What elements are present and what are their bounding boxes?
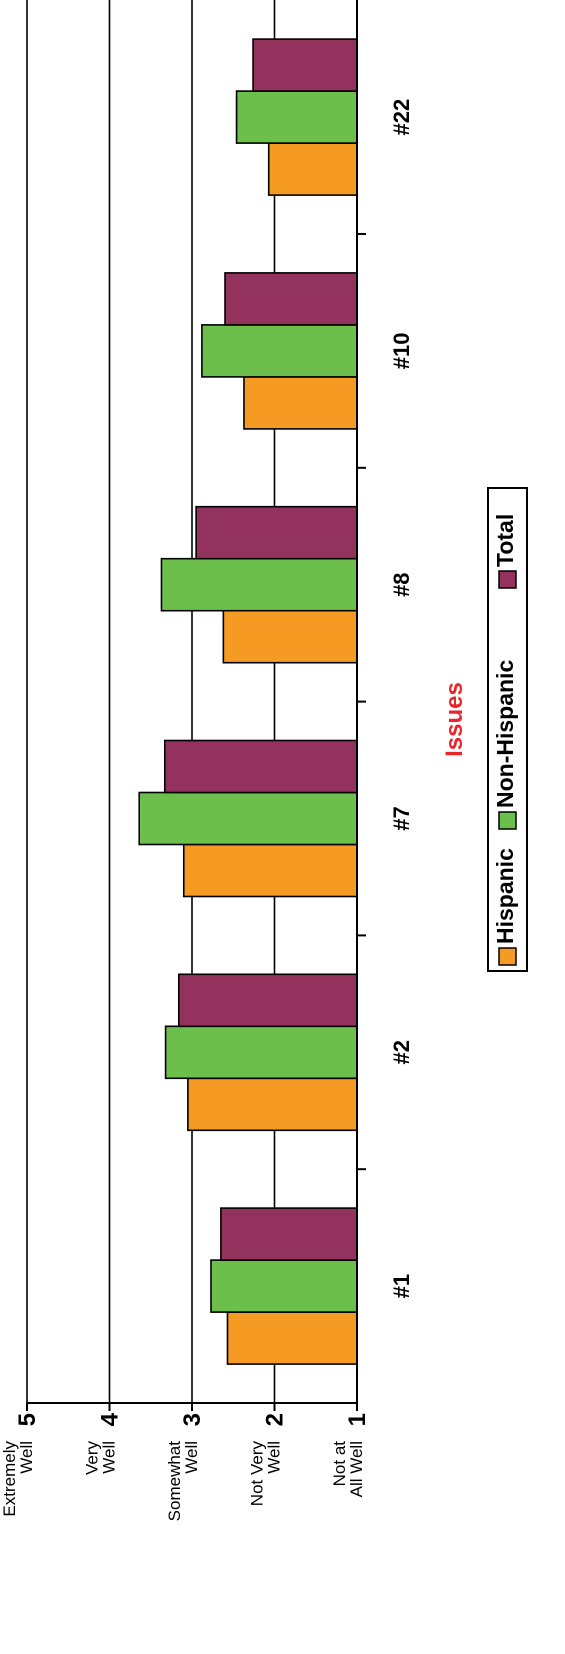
category-label: #1: [389, 1274, 414, 1298]
value-tick-text: Not at: [330, 1441, 349, 1487]
value-tick-text: Well: [182, 1441, 201, 1474]
legend-swatch-non-hispanic: [498, 811, 517, 830]
legend: Hispanic Non-Hispanic Total: [487, 487, 528, 972]
value-tick-text: Extremely: [0, 1441, 19, 1517]
bar-hispanic-0: [226, 1311, 358, 1365]
bar-non-hispanic-4: [201, 324, 358, 378]
bar-total-3: [195, 505, 358, 560]
legend-swatch-hispanic: [498, 947, 517, 966]
bar-hispanic-4: [243, 376, 358, 430]
bar-non-hispanic-3: [160, 557, 358, 612]
value-tick-text: Not Very: [248, 1441, 267, 1507]
x-axis-title: Issues: [441, 682, 468, 757]
value-tick-label: 2: [262, 1413, 289, 1426]
legend-label: Non-Hispanic: [492, 660, 518, 808]
bar-non-hispanic-1: [164, 1025, 358, 1080]
category-label: #2: [389, 1040, 414, 1064]
value-tick-label: 4: [97, 1412, 124, 1426]
bar-hispanic-3: [222, 609, 358, 664]
bar-non-hispanic-5: [235, 90, 358, 144]
bar-hispanic-1: [187, 1077, 358, 1132]
bar-non-hispanic-2: [138, 791, 358, 846]
value-tick-label: 1: [344, 1413, 371, 1426]
bar-non-hispanic-0: [210, 1259, 358, 1313]
value-tick-text: Somewhat: [165, 1441, 184, 1522]
bar-total-1: [178, 973, 358, 1028]
legend-box: [487, 487, 528, 972]
bar-total-0: [220, 1207, 358, 1261]
value-tick-text: Well: [100, 1441, 119, 1474]
legend-label: Hispanic: [492, 848, 518, 944]
category-label: #22: [389, 99, 414, 136]
bar-hispanic-2: [182, 843, 358, 898]
value-tick-text: All Well: [347, 1441, 366, 1497]
bar-total-5: [252, 38, 358, 92]
value-tick-text: Very: [83, 1441, 102, 1476]
value-tick-text: Well: [17, 1441, 36, 1474]
legend-swatch-total: [498, 570, 517, 589]
value-tick-label: 3: [179, 1413, 206, 1426]
legend-label: Total: [492, 514, 518, 567]
category-label: #8: [389, 572, 414, 596]
axes: [26, 0, 366, 1411]
bar-total-4: [224, 272, 358, 326]
value-tick-label: 5: [14, 1413, 41, 1426]
bars: [138, 38, 358, 1365]
bar-hispanic-5: [267, 142, 358, 196]
bar-total-2: [163, 739, 358, 794]
category-label: #7: [389, 806, 414, 830]
value-tick-text: Well: [265, 1441, 284, 1474]
gridlines: [26, 0, 276, 1403]
category-label: #10: [389, 333, 414, 370]
